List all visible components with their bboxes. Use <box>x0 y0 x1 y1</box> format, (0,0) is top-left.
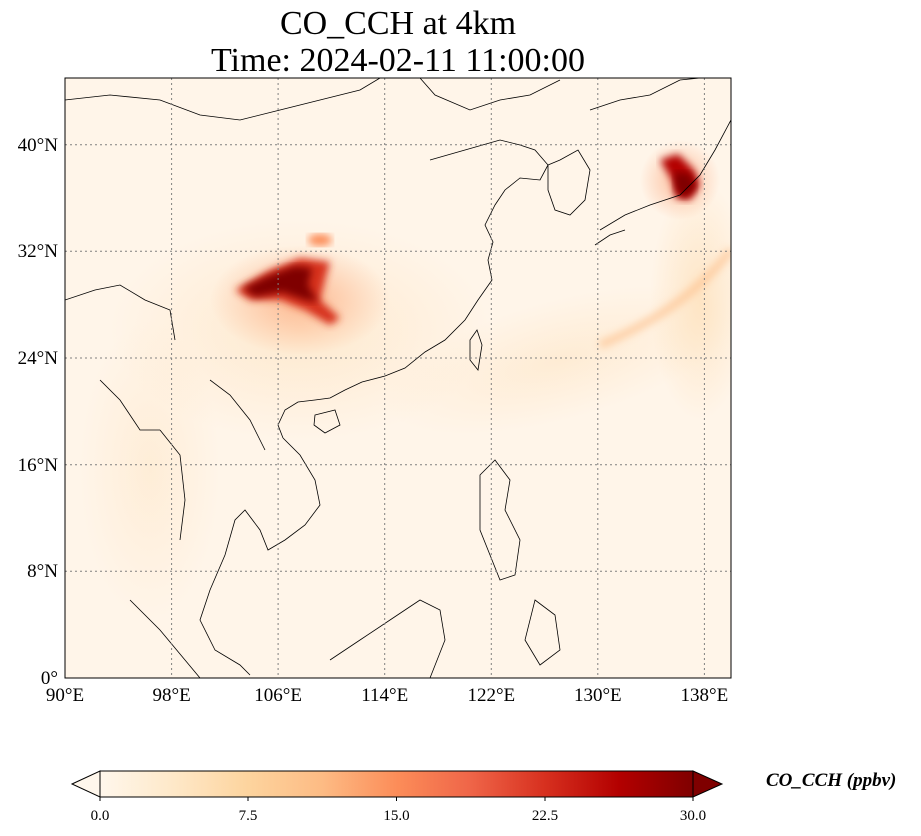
plume-japan <box>640 140 720 220</box>
lon-tick-labels: 90°E 98°E 106°E 114°E 122°E 130°E 138°E <box>46 685 728 706</box>
colorbar-gradient <box>99 770 694 798</box>
colorbar-tick-3: 22.5 <box>532 808 558 824</box>
map-frame <box>64 77 732 679</box>
lon-tick-122: 122°E <box>467 685 515 706</box>
colorbar-tick-1: 7.5 <box>239 808 258 824</box>
lat-tick-8: 8°N <box>27 561 58 582</box>
lat-tick-labels: 0° 8°N 16°N 24°N 32°N 40°N <box>18 135 59 689</box>
colorbar: 0.0 7.5 15.0 22.5 30.0 <box>70 770 724 824</box>
lat-tick-16: 16°N <box>18 455 59 476</box>
colorbar-label: CO_CCH (ppbv) <box>766 770 897 791</box>
plume-sichuan <box>210 234 390 355</box>
coastlines <box>65 78 731 678</box>
lon-tick-106: 106°E <box>254 685 302 706</box>
lon-tick-90: 90°E <box>46 685 84 706</box>
lon-tick-130: 130°E <box>574 685 622 706</box>
gridlines <box>65 78 731 678</box>
lon-tick-138: 138°E <box>681 685 729 706</box>
colorbar-tick-4: 30.0 <box>680 808 706 824</box>
map-subtitle-time: Time: 2024-02-11 11:00:00 <box>210 42 586 79</box>
concentration-field <box>65 78 731 678</box>
lon-tick-98: 98°E <box>152 685 190 706</box>
colorbar-tick-0: 0.0 <box>91 808 110 824</box>
lat-tick-32: 32°N <box>18 241 59 262</box>
map-title: CO_CCH at 4km <box>279 5 517 42</box>
lat-tick-24: 24°N <box>18 348 59 369</box>
lat-tick-40: 40°N <box>18 135 59 156</box>
lon-tick-114: 114°E <box>361 685 408 706</box>
lat-tick-0: 0° <box>41 668 58 689</box>
colorbar-tick-2: 15.0 <box>383 808 409 824</box>
colorbar-extend-max <box>692 770 724 798</box>
colorbar-extend-min <box>70 770 101 798</box>
